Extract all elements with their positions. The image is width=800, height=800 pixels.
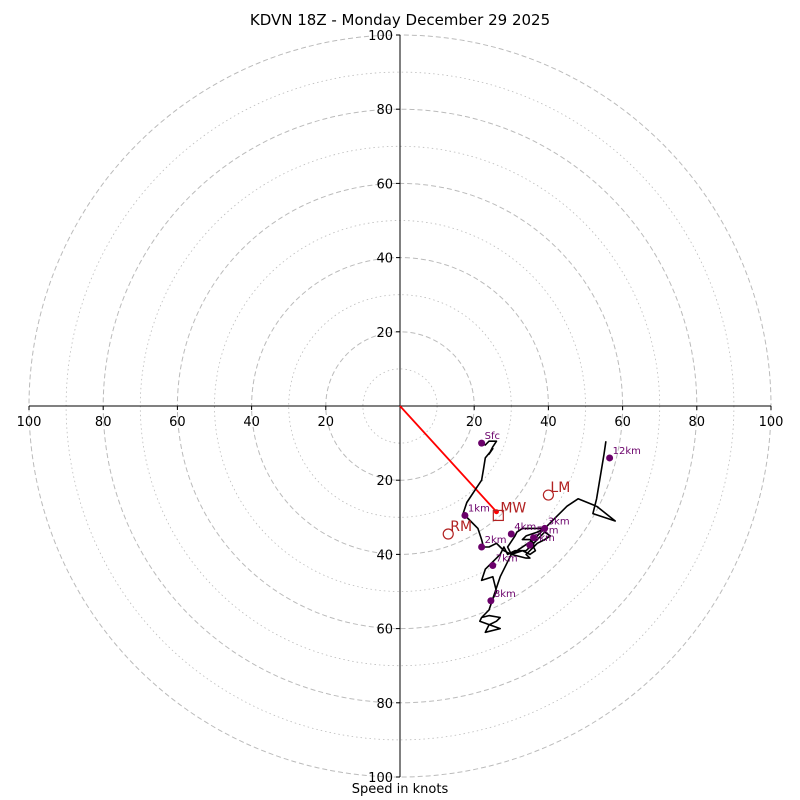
y-tick-label: 60 [376,623,393,638]
height-level-label: 5km [537,526,559,537]
height-level-label: 3km [548,516,570,527]
x-tick-label: 40 [540,415,557,430]
y-tick-label: 40 [376,548,393,563]
height-level-dot [541,524,549,532]
y-tick-label: 20 [376,326,393,341]
y-tick-label: 80 [376,697,393,712]
storm-motion-circle [542,489,555,501]
height-level-dot [487,597,495,605]
wind-trace-group [462,440,617,634]
height-level-dot [478,439,486,447]
y-tick-label: 100 [368,771,393,786]
x-tick-label: 100 [759,415,784,430]
height-level-label: 7km [496,554,518,565]
shear-vector-group [399,405,499,515]
y-tick-label: 40 [376,252,393,267]
y-tick-label: 20 [376,474,393,489]
shear-vector-line [399,405,498,513]
storm-motion-square [492,509,504,522]
y-tick-label: 60 [376,177,393,192]
x-tick-label: 20 [466,415,483,430]
height-level-label: 4km [514,522,536,533]
height-level-label: 1km [468,503,490,514]
x-tick-label: 80 [689,415,706,430]
storm-motion-markers: LM RM MW [442,480,570,540]
x-tick-label: 80 [95,415,112,430]
height-level-label: 8km [494,589,516,600]
height-level-dot [507,530,515,538]
storm-motion-label: LM [550,480,570,496]
storm-motion-label: RM [450,519,472,535]
x-tick-label: 40 [243,415,260,430]
storm-motion-circle [442,528,454,540]
y-tick-label: 100 [368,29,393,44]
height-level-dot [461,511,469,519]
tick-labels: 100 80 60 40 20 20 40 60 80 100 100 80 60 40 20 20 40 60 8… [17,29,784,786]
x-tick-label: 60 [169,415,186,430]
x-tick-label: 100 [17,415,42,430]
x-tick-label: 20 [318,415,335,430]
height-level-dot [606,454,614,462]
storm-motion-label: MW [500,500,526,516]
y-tick-label: 80 [376,103,393,118]
x-tick-label: 60 [614,415,631,430]
wind-trace-line [462,440,617,634]
height-level-label: Sfc [485,431,500,442]
height-level-label: 6km [533,533,555,544]
height-level-dot [526,541,534,549]
height-level-label: 12km [613,446,641,457]
height-level-dot [530,534,538,542]
chart-title: KDVN 18Z - Monday December 29 2025 [249,11,551,29]
height-level-dot [489,562,497,570]
x-axis-label: Speed in knots [351,782,449,797]
height-level-label: 2km [485,535,507,546]
height-level-dot [478,543,486,551]
